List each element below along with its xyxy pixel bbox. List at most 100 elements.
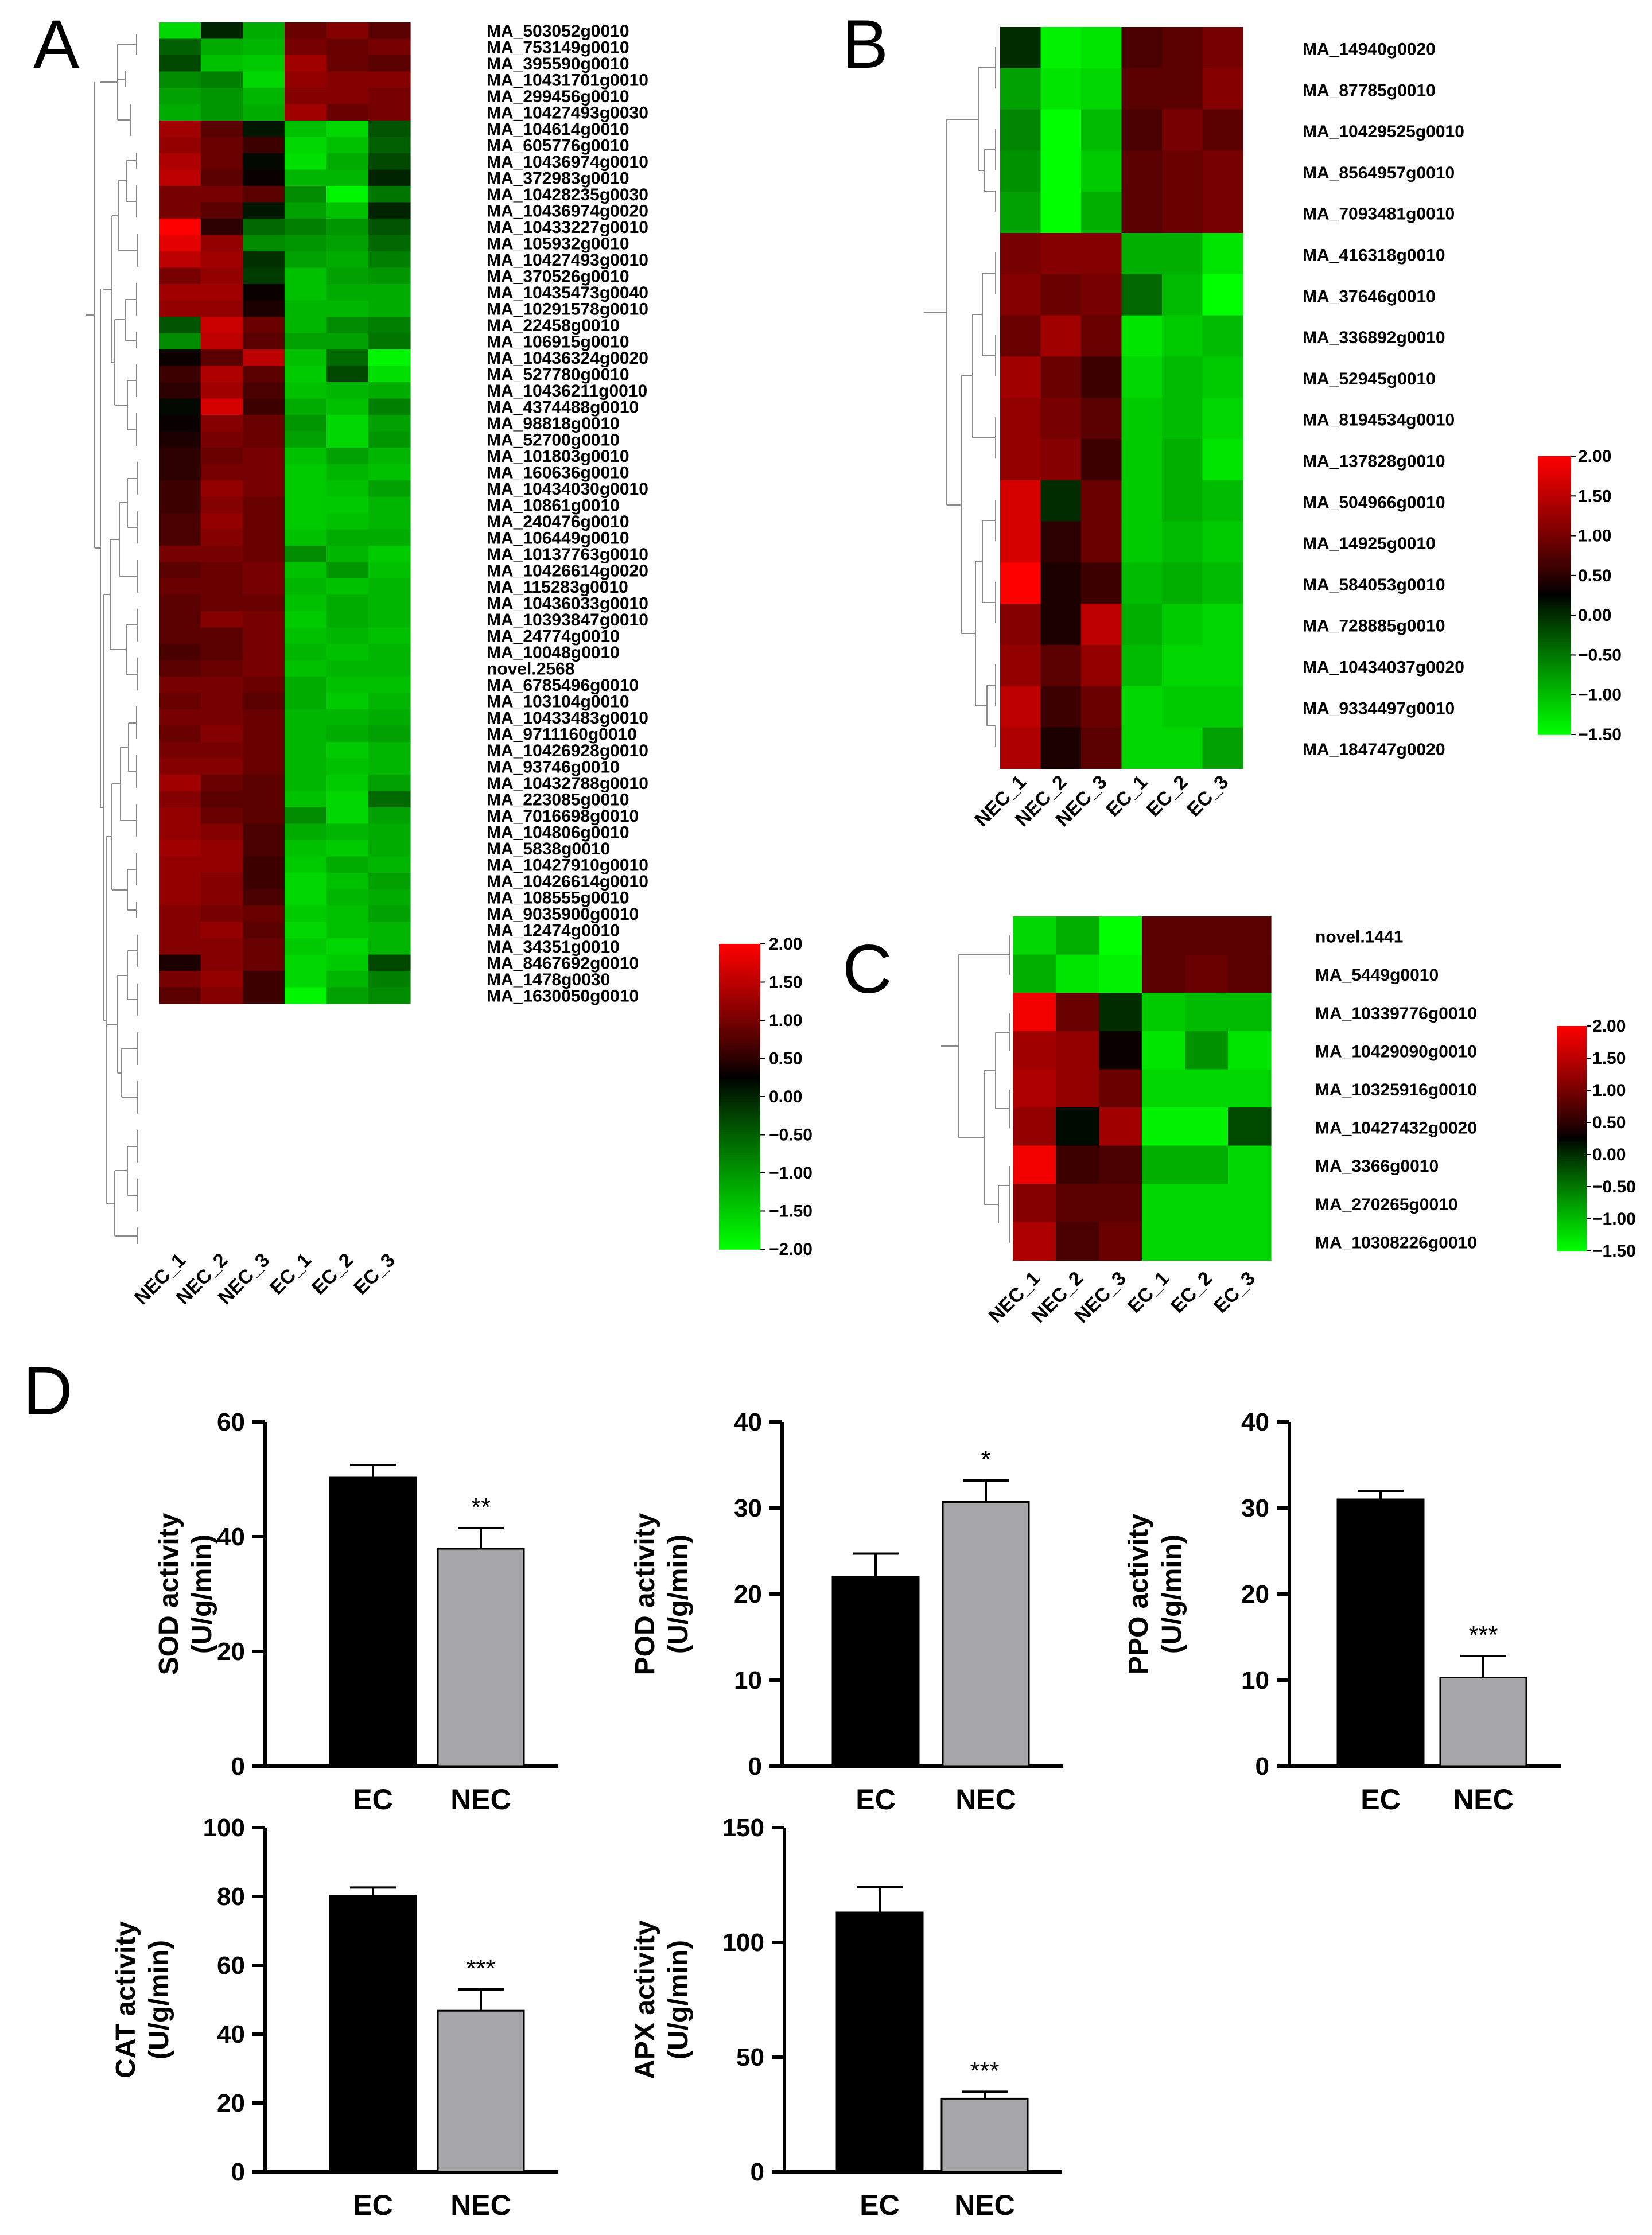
row-label: MA_10427493g0010	[487, 251, 648, 270]
color-scale-step	[719, 1051, 760, 1054]
heatmap-cell	[1000, 150, 1041, 192]
heatmap-cell	[159, 611, 201, 628]
color-scale-step	[719, 1109, 760, 1113]
heatmap-cell	[1056, 954, 1099, 993]
significance-mark: ***	[1468, 1621, 1498, 1649]
heatmap-cell	[326, 169, 369, 186]
color-scale-step	[1557, 1167, 1587, 1169]
heatmap-cell	[368, 546, 411, 563]
heatmap-cell	[326, 284, 369, 301]
heatmap-cell	[1162, 68, 1203, 110]
heatmap-cell	[1000, 356, 1041, 398]
y-tick-label: 80	[217, 1883, 245, 1911]
significance-mark: *	[981, 1445, 990, 1474]
heatmap-cell	[1121, 686, 1163, 728]
heatmap-cell	[201, 742, 243, 759]
heatmap-cell	[368, 938, 411, 955]
heatmap-cell	[201, 464, 243, 481]
heatmap-cell	[368, 856, 411, 873]
heatmap-cell	[201, 644, 243, 661]
color-scale-step	[1557, 1206, 1587, 1208]
color-scale-label: 2.00	[1578, 447, 1611, 466]
heatmap-cell	[243, 251, 285, 269]
color-scale-step	[1538, 706, 1571, 710]
heatmap-cell	[1000, 604, 1041, 646]
heatmap-cell	[243, 333, 285, 350]
heatmap-cell	[1121, 274, 1163, 316]
heatmap-cell	[285, 791, 327, 808]
color-scale-step	[1538, 570, 1571, 573]
heatmap-cell	[159, 873, 201, 890]
heatmap-cell	[285, 366, 327, 383]
heatmap-cell	[201, 137, 243, 154]
dendrogram-c	[941, 935, 1010, 1243]
color-scale-step	[1557, 1099, 1587, 1102]
color-scale-step	[719, 1239, 760, 1242]
heatmap-cell	[159, 267, 201, 285]
row-label: MA_10436974g0010	[487, 153, 648, 172]
heatmap-cell	[243, 611, 285, 628]
color-scale-step	[1557, 1127, 1587, 1130]
heatmap-cell	[326, 987, 369, 1004]
color-scale-step	[1557, 1213, 1587, 1216]
heatmap-cell	[1081, 686, 1122, 728]
color-scale-step	[1538, 695, 1571, 698]
ec-bar	[835, 1911, 924, 2173]
heatmap-cell	[201, 954, 243, 971]
color-scale-step	[719, 1017, 760, 1021]
heatmap-cell	[1121, 68, 1163, 110]
color-scale-step	[1557, 1028, 1587, 1031]
heatmap-cell	[243, 562, 285, 579]
color-scale-step	[1557, 1202, 1587, 1205]
heatmap-cell	[243, 644, 285, 661]
heatmap-cell	[243, 121, 285, 138]
heatmap-cell	[243, 366, 285, 383]
heatmap-cell	[159, 415, 201, 432]
color-scale-step	[1557, 1105, 1587, 1107]
color-scale-step	[1538, 655, 1571, 659]
row-label: MA_93746g0010	[487, 757, 620, 776]
color-scale-step	[1538, 514, 1571, 517]
heatmap-cell	[243, 758, 285, 775]
color-scale-step	[1538, 590, 1571, 594]
heatmap-cell	[326, 71, 369, 88]
heatmap-cell	[159, 251, 201, 269]
color-scale-step	[1557, 1052, 1587, 1055]
color-scale-step	[719, 966, 760, 970]
heatmap-cell	[1185, 1184, 1229, 1223]
color-scale-step	[1538, 713, 1571, 717]
color-scale-step	[719, 1012, 760, 1016]
color-scale-step	[1538, 461, 1571, 464]
heatmap-cell	[1185, 954, 1229, 993]
color-scale-step	[1538, 727, 1571, 730]
heatmap-cell	[159, 104, 201, 121]
color-scale-step	[719, 979, 760, 983]
heatmap-cell	[159, 317, 201, 334]
row-label: MA_605776g0010	[487, 136, 629, 155]
row-label: MA_105932g0010	[487, 234, 629, 253]
heatmap-cell	[326, 905, 369, 923]
color-scale-step	[1538, 609, 1571, 612]
heatmap-cell	[243, 415, 285, 432]
heatmap-cell	[368, 284, 411, 301]
row-label: MA_10429090g0010	[1315, 1042, 1477, 1061]
color-scale-step	[719, 1035, 760, 1039]
heatmap-cell	[285, 758, 327, 775]
color-scale-step	[1538, 572, 1571, 575]
heatmap-cell	[1000, 727, 1041, 769]
heatmap-cell	[201, 971, 243, 988]
heatmap-cell	[1121, 109, 1163, 151]
heatmap-cell	[326, 922, 369, 939]
color-scale-label: 1.00	[1578, 527, 1611, 546]
heatmap-cell	[285, 88, 327, 105]
color-scale-step	[719, 1117, 760, 1120]
dendrogram-a	[86, 34, 138, 1244]
color-scale-step	[719, 1236, 760, 1240]
color-scale-step	[1538, 637, 1571, 640]
heatmap-cell	[1056, 916, 1099, 955]
color-scale-step	[1557, 1241, 1587, 1244]
color-scale-label: 0.00	[1592, 1145, 1626, 1164]
bar-chart-5: 0 50 100 150 APX activity (U/g/min) EC *** NEC	[630, 1814, 1062, 2221]
row-label: MA_728885g0010	[1303, 617, 1445, 636]
color-scale-step	[1557, 1059, 1587, 1062]
